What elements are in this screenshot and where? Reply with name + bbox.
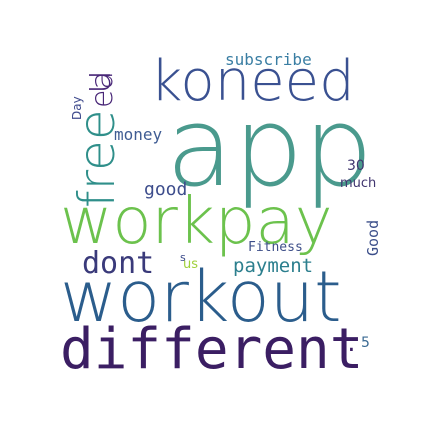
word-different: different	[60, 317, 364, 382]
word-5: 5	[361, 335, 370, 351]
word-koneed: koneed	[150, 49, 355, 114]
word-us: us	[183, 257, 199, 272]
word-dont: dont	[82, 246, 155, 281]
word-fitness: Fitness	[248, 240, 303, 255]
word-day: Day	[70, 96, 84, 120]
word-payment: payment	[233, 255, 314, 277]
word-much: much	[340, 176, 377, 191]
word-workpay: workpay	[60, 185, 333, 259]
word-30: 30	[347, 158, 365, 174]
word-money: money	[114, 125, 163, 144]
word-good-rotated: Good	[364, 219, 382, 256]
word-app: app	[166, 83, 374, 211]
word-workout: workout	[60, 256, 342, 338]
word-subscribe: subscribe	[225, 50, 312, 69]
word-s-dot: s	[180, 251, 186, 264]
word-ea: ea	[85, 71, 120, 108]
word-colon: :	[347, 328, 356, 358]
word-good: good	[144, 179, 188, 200]
